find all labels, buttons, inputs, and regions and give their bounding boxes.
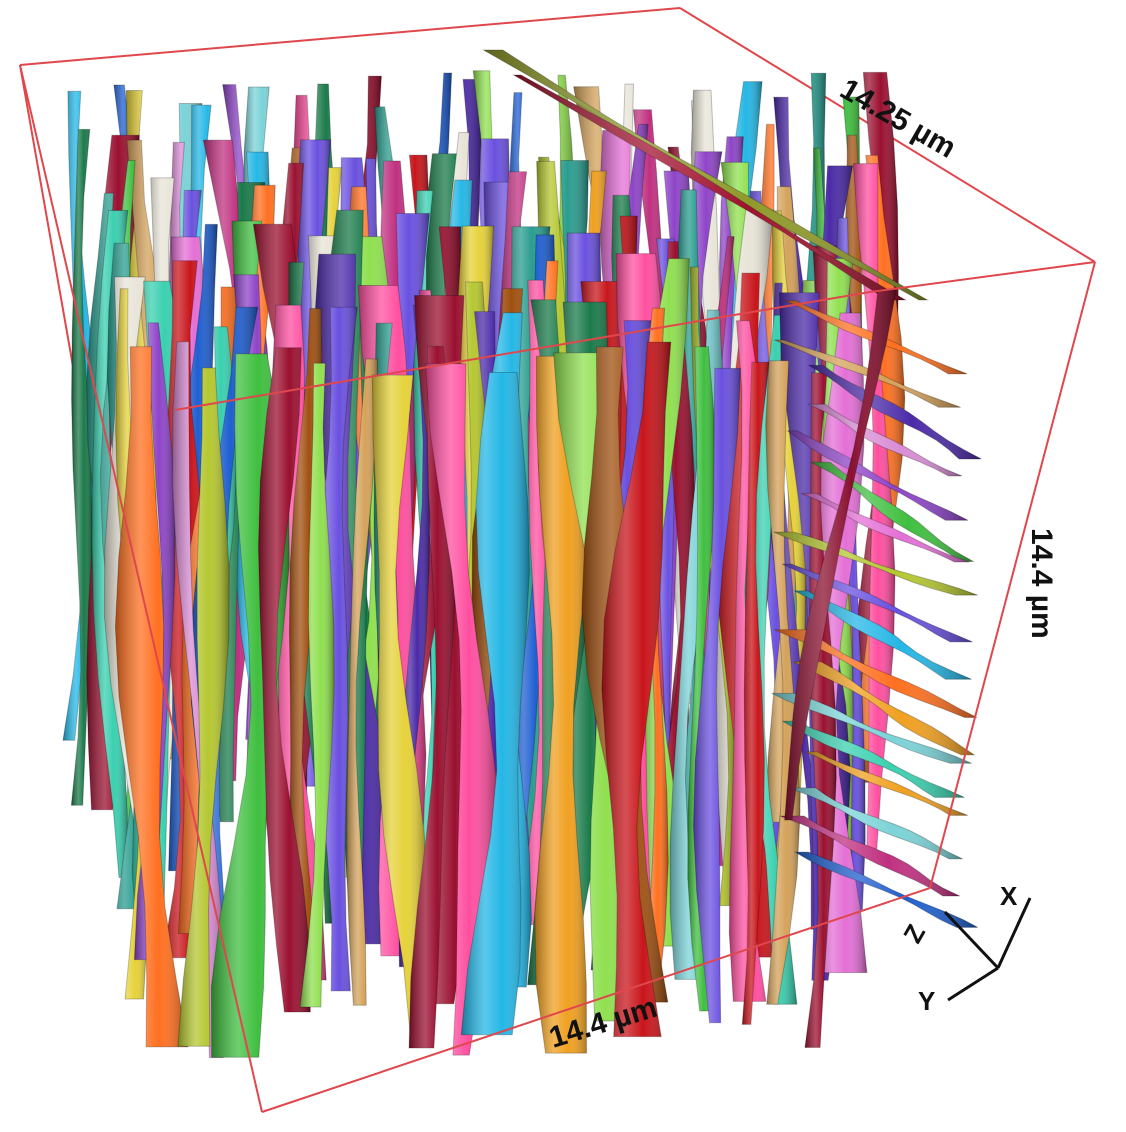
fiber-shading	[782, 721, 965, 798]
fiber-shading	[774, 629, 977, 718]
fiber-shading	[773, 532, 978, 596]
fiber-shading	[483, 50, 928, 300]
fiber-shading	[134, 322, 176, 960]
fiber-shading	[425, 363, 499, 1056]
fiber-shading	[780, 816, 960, 896]
fiber-shading	[461, 372, 530, 1035]
fiber-shading	[372, 375, 427, 1033]
fiber-shading	[789, 787, 963, 859]
fiber-shading	[808, 404, 962, 476]
fiber-shading	[513, 75, 906, 300]
fiber-shading	[795, 852, 978, 928]
fiber-shading	[300, 363, 335, 1007]
axis-z-label: Z	[897, 919, 931, 948]
axis-triad	[943, 897, 1032, 1002]
axis-y-label: Y	[918, 986, 935, 1016]
fiber-bundle	[62, 49, 982, 1059]
right-height-label: 14.4 µm	[1025, 528, 1058, 639]
fiber-shading	[793, 661, 975, 755]
fiber-shading	[311, 307, 358, 991]
bounding-box-front-edges	[19, 64, 1096, 1113]
fiber-shading	[794, 590, 972, 680]
fiber-shading	[805, 751, 968, 816]
fiber-shading	[346, 359, 378, 1006]
fiber-shading	[811, 462, 974, 562]
fiber-shading	[784, 290, 897, 820]
fiber-shading	[742, 362, 769, 1025]
fiber-shading	[172, 341, 225, 1058]
fiber-shading	[755, 124, 801, 764]
fiber-shading	[534, 356, 591, 1054]
fiber-shading	[771, 693, 972, 764]
fiber-shading	[71, 129, 93, 806]
fiber-shading	[744, 315, 797, 1005]
axis-x-label: X	[1000, 881, 1018, 911]
fiber-shading	[765, 360, 801, 1005]
fiber-shading	[115, 346, 188, 1047]
fiber-shading	[601, 342, 671, 1037]
fiber-shading	[258, 347, 311, 1012]
fiber-shading	[177, 367, 230, 1047]
fiber-shading	[787, 430, 968, 521]
fiber-shading	[808, 365, 982, 459]
fiber-shading	[693, 368, 741, 1023]
